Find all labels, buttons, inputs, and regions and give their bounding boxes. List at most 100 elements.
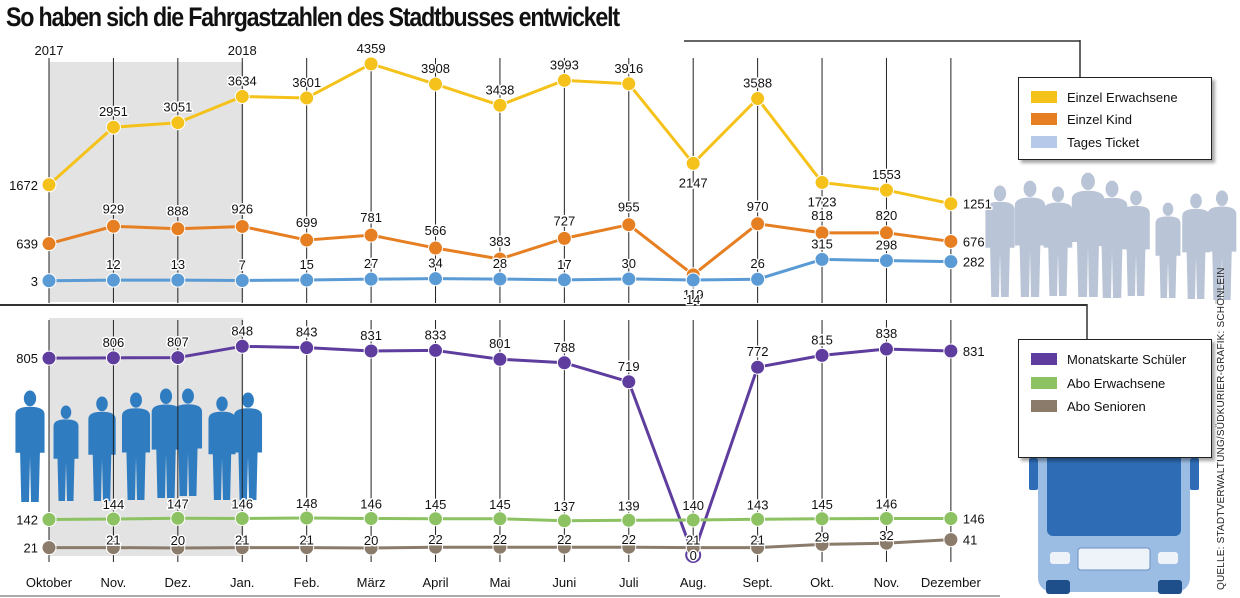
- data-point-monatskarte-schueler-dez: [170, 350, 186, 366]
- data-point-einzel-erwachsene-dezember: [943, 196, 959, 212]
- legend-label-tages-ticket: Tages Ticket: [1067, 134, 1140, 150]
- data-label-monatskarte-schueler-mai: 801: [489, 336, 511, 351]
- data-label-monatskarte-schueler-juni: 788: [554, 340, 576, 355]
- data-label-einzel-kind-okt: 818: [811, 208, 833, 223]
- data-point-abo-erwachsene-jan: [234, 511, 250, 526]
- source-credit: QUELLE: STADTVERWALTUNG/SÜDKURIER-GRAFIK…: [1216, 267, 1227, 590]
- data-point-abo-senioren-nov: [878, 535, 894, 551]
- data-point-monatskarte-schueler-maerz: [363, 343, 379, 359]
- data-point-einzel-kind-april: [428, 240, 444, 256]
- data-point-tages-ticket-dez: [170, 272, 186, 288]
- bus-headlight-left: [1050, 552, 1070, 564]
- bus-windshield: [1047, 450, 1181, 536]
- data-label-einzel-kind-sept: 970: [747, 199, 769, 214]
- data-point-abo-senioren-sept: [750, 540, 766, 556]
- bus-wheel-right: [1158, 580, 1182, 594]
- data-label-abo-erwachsene-maerz: 146: [360, 497, 382, 512]
- data-point-einzel-erwachsene-oktober: [41, 177, 57, 193]
- x-tick-oktober: Oktober: [26, 575, 73, 590]
- data-label-abo-senioren-nov: 21: [106, 533, 120, 548]
- x-tick-nov: Nov.: [101, 575, 127, 590]
- data-point-einzel-kind-nov: [105, 218, 121, 234]
- data-label-tages-ticket-juli: 30: [622, 256, 636, 271]
- data-label-abo-senioren-feb: 21: [299, 533, 313, 548]
- legend-item-abo-senioren: Abo Senioren: [1031, 397, 1146, 415]
- data-point-abo-senioren-juni: [556, 539, 572, 555]
- data-label-tages-ticket-jan: 7: [239, 258, 246, 273]
- data-label-einzel-kind-oktober: 639: [16, 237, 38, 252]
- data-point-einzel-erwachsene-feb: [299, 90, 315, 106]
- data-label-abo-erwachsene-aug: 140: [682, 498, 704, 513]
- legend-top: Einzel Erwachsene Einzel Kind Tages Tick…: [1018, 77, 1212, 160]
- data-point-monatskarte-schueler-jan: [234, 338, 250, 354]
- data-point-einzel-kind-okt: [814, 225, 830, 241]
- data-label-abo-senioren-juni: 22: [557, 532, 571, 547]
- x-tick-jan: Jan.: [230, 575, 255, 590]
- data-label-tages-ticket-dez: 13: [171, 257, 185, 272]
- data-point-einzel-kind-dez: [170, 221, 186, 237]
- data-point-tages-ticket-dezember: [943, 254, 959, 270]
- data-point-abo-senioren-mai: [492, 539, 508, 555]
- data-point-tages-ticket-juli: [621, 271, 637, 287]
- data-label-einzel-erwachsene-dez: 3051: [163, 100, 192, 115]
- x-tick-juli: Juli: [619, 575, 639, 590]
- data-point-einzel-erwachsene-sept: [750, 91, 766, 107]
- data-point-tages-ticket-april: [428, 271, 444, 287]
- people-silhouettes-blue: [15, 388, 263, 502]
- shaded-period-top: [49, 62, 244, 302]
- person-silhouette: [173, 388, 203, 496]
- legend-item-monatskarte: Monatskarte Schüler: [1031, 350, 1186, 368]
- data-label-monatskarte-schueler-aug: 0: [690, 548, 697, 563]
- x-tick-dez: Dez.: [164, 575, 191, 590]
- data-point-tages-ticket-mai: [492, 271, 508, 287]
- legend-swatch-einzel-kind: [1031, 113, 1057, 125]
- x-tick-feb: Feb.: [294, 575, 320, 590]
- data-label-einzel-erwachsene-juli: 3916: [614, 61, 643, 76]
- bus-mirror-right: [1190, 458, 1199, 490]
- data-label-monatskarte-schueler-maerz: 831: [360, 328, 382, 343]
- data-point-einzel-kind-mai: [492, 251, 508, 267]
- data-label-abo-erwachsene-dezember: 146: [963, 512, 985, 527]
- label-layer: Oktober Nov. Dez. Jan. Feb. März April Mai Juni J…: [8, 39, 994, 590]
- data-label-einzel-kind-juni: 727: [554, 213, 576, 228]
- data-label-tages-ticket-okt: 315: [811, 236, 833, 251]
- x-tick-nov: Nov.: [874, 575, 900, 590]
- data-point-einzel-erwachsene-jan: [234, 88, 250, 104]
- person-silhouette: [88, 396, 116, 501]
- data-point-tages-ticket-maerz: [363, 271, 379, 287]
- data-point-tages-ticket-jan: [234, 273, 250, 289]
- data-point-einzel-erwachsene-nov: [105, 119, 121, 135]
- data-label-tages-ticket-april: 34: [428, 256, 442, 271]
- data-label-abo-senioren-dezember: 41: [963, 533, 977, 548]
- data-point-einzel-erwachsene-mai: [492, 97, 508, 113]
- x-tick-mai: Mai: [489, 575, 510, 590]
- data-point-abo-senioren-aug: [685, 540, 701, 556]
- legend-label-abo-senioren: Abo Senioren: [1067, 398, 1146, 414]
- data-point-einzel-erwachsene-nov: [878, 182, 894, 198]
- data-point-abo-erwachsene-okt: [814, 511, 830, 527]
- data-label-monatskarte-schueler-dez: 807: [167, 335, 189, 350]
- data-label-einzel-kind-aug: 119: [683, 287, 704, 302]
- legend-swatch-monatskarte: [1031, 353, 1057, 365]
- data-label-monatskarte-schueler-juli: 719: [618, 359, 640, 374]
- person-silhouette: [1014, 180, 1046, 297]
- data-point-abo-senioren-jan: [234, 540, 250, 556]
- person-silhouette: [15, 390, 45, 502]
- data-point-tages-ticket-nov: [878, 253, 894, 269]
- bus-wheel-left: [1046, 580, 1070, 594]
- data-point-monatskarte-schueler-oktober: [41, 350, 57, 366]
- data-label-einzel-kind-nov: 820: [876, 208, 898, 223]
- data-point-abo-senioren-dez: [170, 540, 186, 556]
- decoration-layer: [0, 40, 1237, 597]
- legend-item-einzel-erwachsene: Einzel Erwachsene: [1031, 88, 1178, 106]
- x-tick-maerz: März: [357, 575, 386, 590]
- person-silhouette: [1071, 172, 1105, 297]
- data-point-einzel-erwachsene-dez: [170, 115, 186, 131]
- data-label-abo-erwachsene-jan: 146: [231, 497, 253, 512]
- data-point-einzel-erwachsene-aug: [685, 155, 701, 171]
- data-label-tages-ticket-dezember: 282: [963, 255, 985, 270]
- data-point-einzel-kind-oktober: [41, 236, 57, 252]
- data-point-monatskarte-schueler-feb: [299, 340, 315, 356]
- data-point-tages-ticket-feb: [299, 272, 315, 288]
